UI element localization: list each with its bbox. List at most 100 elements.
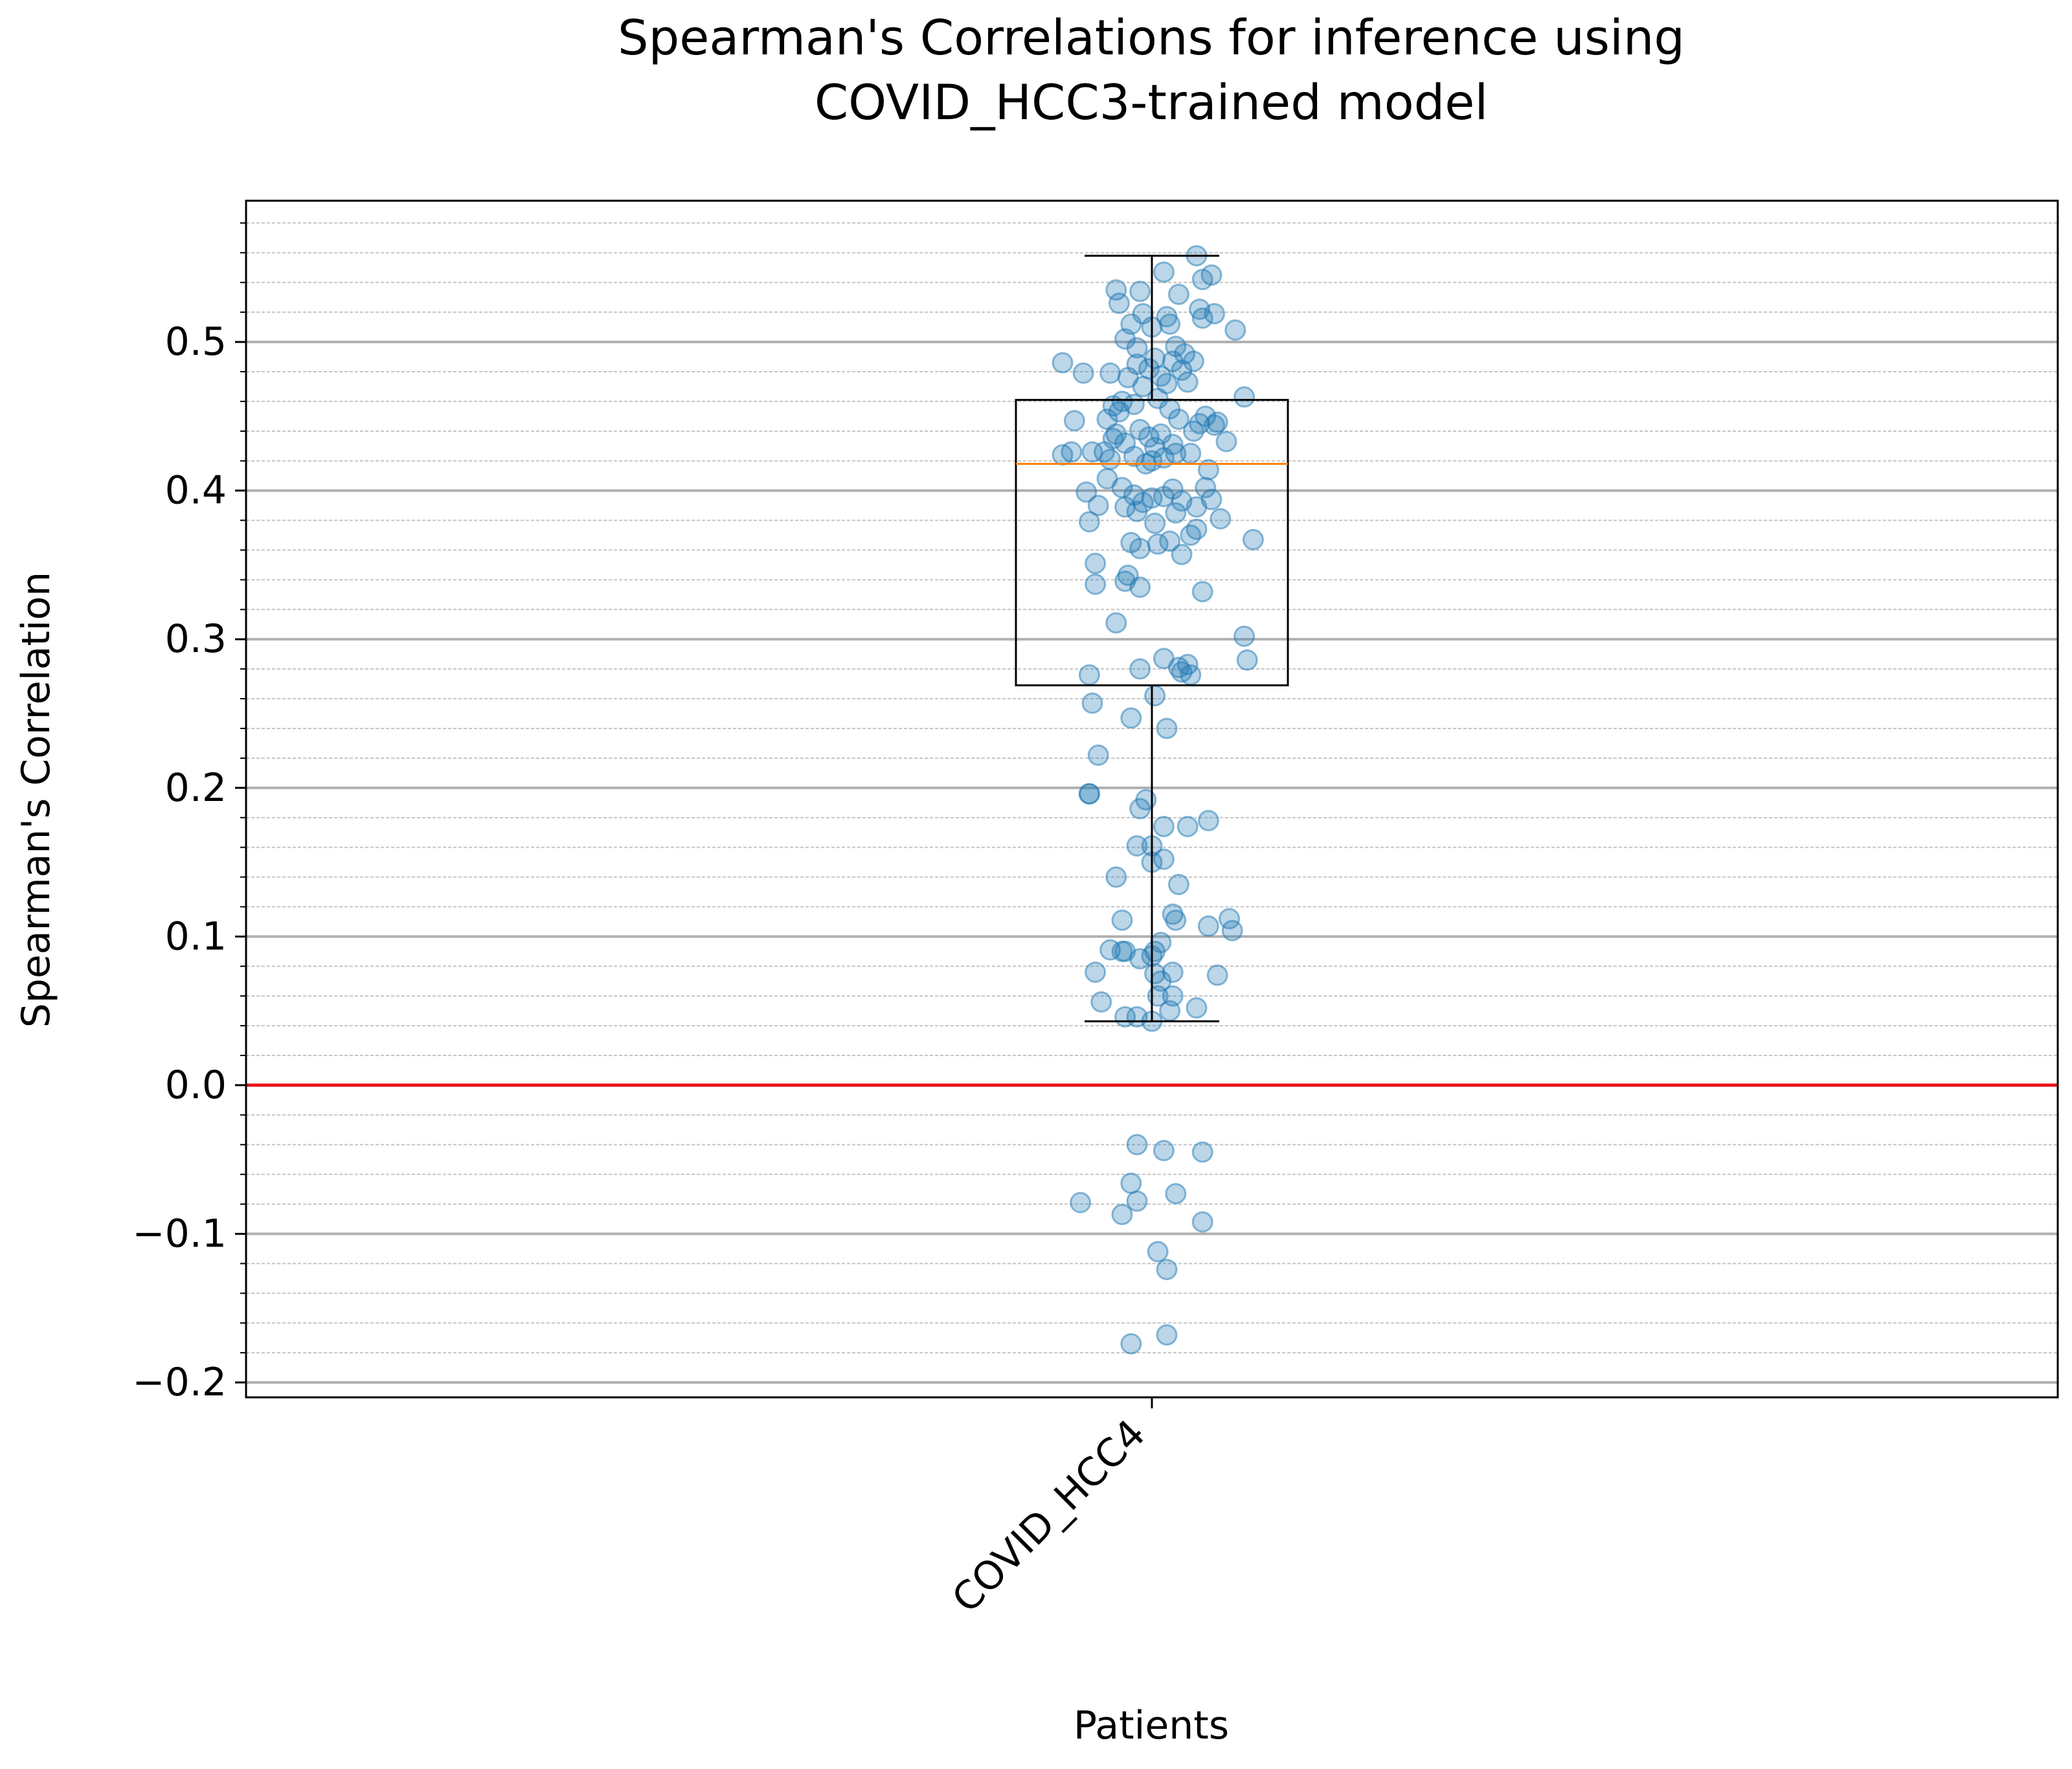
data-point xyxy=(1111,940,1133,962)
data-point xyxy=(1070,1191,1092,1213)
data-point xyxy=(1052,352,1074,374)
y-tick-label: 0.0 xyxy=(165,1063,227,1108)
data-point xyxy=(1233,625,1256,648)
data-point xyxy=(1072,362,1094,384)
data-point xyxy=(1200,488,1222,510)
data-point xyxy=(1204,302,1226,324)
data-point xyxy=(1177,815,1199,837)
data-point xyxy=(1102,427,1124,449)
data-point xyxy=(1177,371,1199,393)
data-point xyxy=(1224,319,1246,341)
data-point xyxy=(1061,441,1083,463)
data-point xyxy=(1242,528,1264,550)
data-point xyxy=(1138,357,1160,379)
data-point xyxy=(1114,496,1136,518)
data-point xyxy=(1180,442,1202,464)
data-point xyxy=(1189,412,1211,434)
data-point xyxy=(1126,337,1148,359)
data-point xyxy=(1156,1324,1178,1346)
data-point xyxy=(1153,1140,1175,1162)
data-point xyxy=(1144,512,1166,534)
data-point xyxy=(1126,501,1148,523)
data-point xyxy=(1167,873,1189,896)
data-point xyxy=(1078,511,1100,533)
data-point xyxy=(1129,798,1151,820)
data-point xyxy=(1147,1241,1169,1263)
data-point xyxy=(1105,612,1127,634)
data-point xyxy=(1191,1211,1213,1233)
data-point xyxy=(1144,347,1166,369)
data-point xyxy=(1120,1333,1142,1355)
data-point xyxy=(1215,431,1237,453)
data-point xyxy=(1111,1204,1133,1226)
data-point xyxy=(1120,707,1142,729)
data-point xyxy=(1099,448,1121,470)
chart-title-line-1: Spearman's Correlations for inference us… xyxy=(618,9,1685,66)
y-tick-label: 0.5 xyxy=(165,319,227,365)
data-point xyxy=(1167,408,1189,430)
chart-title-line-2: COVID_HCC3-trained model xyxy=(815,74,1488,131)
data-point xyxy=(1111,909,1133,931)
data-point xyxy=(1129,658,1151,680)
data-point xyxy=(1165,909,1187,931)
data-point xyxy=(1197,459,1219,481)
data-point xyxy=(1090,991,1112,1013)
y-tick-label: 0.1 xyxy=(165,914,227,959)
data-point xyxy=(1126,1134,1148,1156)
data-point xyxy=(1156,1259,1178,1281)
data-point xyxy=(1099,362,1121,384)
data-point xyxy=(1197,809,1219,831)
data-point xyxy=(1147,985,1169,1007)
y-tick-label: −0.1 xyxy=(132,1211,227,1256)
data-point xyxy=(1171,543,1193,565)
data-point xyxy=(1191,1141,1213,1163)
data-point xyxy=(1126,1190,1148,1212)
y-tick-label: 0.4 xyxy=(165,468,227,513)
data-point xyxy=(1233,386,1256,408)
grid-lines xyxy=(246,222,2058,1384)
data-point xyxy=(1085,961,1107,983)
data-point xyxy=(1174,343,1196,365)
data-point xyxy=(1120,1172,1142,1194)
data-point xyxy=(1087,495,1109,517)
data-point xyxy=(1096,408,1118,430)
data-point xyxy=(1210,508,1232,530)
box-iqr xyxy=(1015,399,1289,686)
x-axis-label: Patients xyxy=(1074,1703,1229,1748)
data-point xyxy=(1081,692,1103,714)
data-point xyxy=(1078,664,1100,686)
data-point xyxy=(1105,279,1127,301)
data-point xyxy=(1180,664,1202,686)
data-point xyxy=(1126,835,1148,857)
y-tick-label: −0.2 xyxy=(132,1360,227,1405)
y-tick-label: 0.2 xyxy=(165,765,227,811)
data-point xyxy=(1191,269,1213,291)
data-point xyxy=(1195,477,1217,499)
data-point xyxy=(1191,581,1213,603)
data-point xyxy=(1129,576,1151,598)
data-point xyxy=(1153,261,1175,283)
data-point xyxy=(1063,410,1085,432)
data-point xyxy=(1081,441,1103,463)
data-point xyxy=(1153,815,1175,837)
data-point xyxy=(1191,307,1213,329)
data-point xyxy=(1159,530,1181,552)
data-point xyxy=(1156,717,1178,739)
data-point xyxy=(1159,1000,1181,1022)
data-point xyxy=(1206,411,1228,433)
data-point xyxy=(1123,394,1145,416)
data-point xyxy=(1221,919,1243,941)
data-point xyxy=(1085,552,1107,574)
data-point xyxy=(1186,997,1208,1019)
box-plot xyxy=(1015,254,1289,1022)
data-point xyxy=(1167,284,1189,306)
y-tick-label: 0.3 xyxy=(165,616,227,662)
data-point xyxy=(1206,964,1228,986)
data-point xyxy=(1236,649,1258,671)
data-point xyxy=(1165,502,1187,524)
data-point xyxy=(1144,684,1166,706)
data-point xyxy=(1153,447,1175,469)
data-point xyxy=(1197,915,1219,937)
data-point xyxy=(1105,866,1127,888)
